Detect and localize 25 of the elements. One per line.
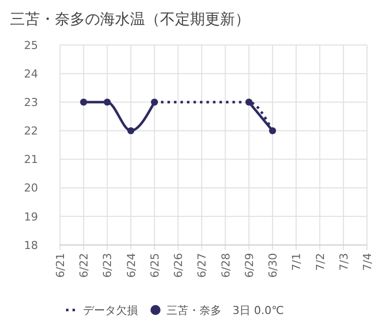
legend-label: データ欠損: [83, 304, 138, 317]
y-tick-label: 25: [24, 38, 38, 52]
x-tick-label: 6/21: [54, 253, 67, 278]
x-tick-label: 7/3: [337, 253, 350, 271]
x-tick-label: 6/24: [124, 253, 138, 278]
x-tick-label: 6/28: [219, 253, 232, 278]
chart-title: 三苫・奈多の海水温（不定期更新）: [10, 10, 250, 28]
x-tick-label: 6/27: [196, 253, 209, 278]
x-tick-label: 6/25: [148, 253, 162, 278]
x-tick-label: 7/2: [314, 253, 327, 271]
x-tick-label: 6/23: [101, 253, 114, 278]
x-tick-label: 6/22: [78, 253, 91, 278]
x-tick-label: 7/1: [290, 253, 304, 271]
y-tick-label: 18: [24, 238, 38, 252]
y-tick-label: 22: [24, 124, 38, 138]
y-tick-label: 23: [24, 96, 38, 109]
y-tick-label: 24: [24, 67, 38, 80]
x-tick-label: 6/30: [266, 253, 280, 278]
y-tick-label: 20: [24, 182, 38, 195]
legend-label: 三苫・奈多 3日 0.0℃: [166, 304, 284, 317]
x-tick-label: 6/26: [172, 253, 186, 278]
x-tick-label: 6/29: [242, 253, 256, 278]
y-tick-label: 19: [24, 210, 38, 224]
x-tick-label: 7/4: [361, 253, 374, 271]
y-tick-label: 21: [24, 153, 38, 166]
